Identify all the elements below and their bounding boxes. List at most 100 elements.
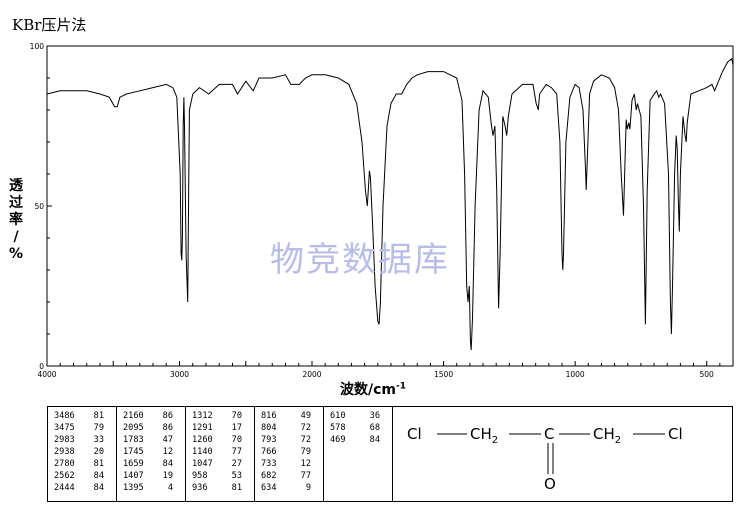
peak-wavenumber: 3486 [54, 411, 75, 421]
peak-wavenumber: 3475 [54, 423, 75, 433]
atom-ch2-right: CH2 [593, 425, 621, 446]
peak-row: 3475 79 [54, 422, 116, 434]
peak-transmittance: 53 [231, 471, 242, 481]
peak-transmittance: 84 [369, 435, 380, 445]
peak-row: 816 49 [261, 410, 323, 422]
peak-column: 610 36 578 68 469 84 [324, 407, 392, 501]
peak-row: 2562 84 [54, 470, 116, 482]
y-tick-label: 100 [30, 42, 45, 51]
peak-transmittance: 81 [93, 411, 104, 421]
peak-row: 1312 70 [192, 410, 254, 422]
peak-column: 3486 81 3475 79 2983 33 2938 20 2780 81 2562 8… [48, 407, 117, 501]
peak-wavenumber: 1395 [123, 483, 144, 493]
y-axis-label-char: % [8, 246, 24, 262]
peak-row: 610 36 [330, 410, 392, 422]
peak-column: 816 49 804 72 793 72 766 79 733 12 682 77 634 9 [255, 407, 324, 501]
x-axis-label-text: 波数/cm [340, 382, 396, 398]
x-tick-label: 3000 [170, 370, 189, 379]
peak-wavenumber: 1291 [192, 423, 213, 433]
peak-row: 469 84 [330, 434, 392, 446]
y-tick-label: 50 [34, 202, 44, 211]
peak-row: 793 72 [261, 434, 323, 446]
peak-wavenumber: 1407 [123, 471, 144, 481]
peak-wavenumber: 2780 [54, 459, 75, 469]
peak-wavenumber: 793 [261, 435, 277, 445]
peak-transmittance: 72 [300, 435, 311, 445]
peak-wavenumber: 2160 [123, 411, 144, 421]
peak-row: 1659 84 [123, 458, 185, 470]
structure-formula: Cl CH2 C CH2 Cl O [407, 425, 683, 493]
peak-transmittance: 12 [162, 447, 173, 457]
peak-row: 578 68 [330, 422, 392, 434]
plot-frame [46, 45, 734, 367]
peak-transmittance: 81 [93, 459, 104, 469]
peak-transmittance: 84 [162, 459, 173, 469]
peak-row: 958 53 [192, 470, 254, 482]
y-axis-label-char: / [13, 229, 19, 245]
peak-transmittance: 86 [162, 411, 173, 421]
atom-ch2-right-ch: CH [593, 425, 615, 443]
peak-transmittance: 17 [231, 423, 242, 433]
peak-wavenumber: 2444 [54, 483, 75, 493]
peak-wavenumber: 1140 [192, 447, 213, 457]
peak-row: 2444 84 [54, 482, 116, 494]
x-tick-label: 1500 [434, 370, 453, 379]
peak-wavenumber: 2562 [54, 471, 75, 481]
peak-row: 634 9 [261, 482, 323, 494]
peak-wavenumber: 578 [330, 423, 346, 433]
peak-transmittance: 79 [300, 447, 311, 457]
x-axis-label-exponent: -1 [396, 381, 406, 392]
peak-table: 3486 81 3475 79 2983 33 2938 20 2780 81 2562 8… [47, 406, 393, 502]
peak-wavenumber: 469 [330, 435, 346, 445]
peak-transmittance: 77 [300, 471, 311, 481]
peak-transmittance: 70 [231, 435, 242, 445]
y-axis-ticks: 0 50 100 [30, 42, 52, 371]
peak-wavenumber: 1745 [123, 447, 144, 457]
peak-row: 733 12 [261, 458, 323, 470]
peak-wavenumber: 1260 [192, 435, 213, 445]
peak-row: 1260 70 [192, 434, 254, 446]
peak-row: 1047 27 [192, 458, 254, 470]
peak-transmittance: 19 [162, 471, 173, 481]
peak-wavenumber: 1047 [192, 459, 213, 469]
peak-wavenumber: 634 [261, 483, 277, 493]
peak-row: 1395 4 [123, 482, 185, 494]
peak-wavenumber: 2938 [54, 447, 75, 457]
chart-title: KBr压片法 [12, 16, 87, 34]
peak-row: 2160 86 [123, 410, 185, 422]
peak-transmittance: 84 [93, 483, 104, 493]
peak-wavenumber: 816 [261, 411, 277, 421]
y-axis-label-char: 过 [9, 195, 23, 211]
peak-row: 1783 47 [123, 434, 185, 446]
peak-transmittance: 20 [93, 447, 104, 457]
y-axis-label-char: 率 [9, 212, 23, 228]
peak-transmittance: 36 [369, 411, 380, 421]
peak-transmittance: 79 [93, 423, 104, 433]
peak-transmittance: 49 [300, 411, 311, 421]
y-tick-label: 0 [39, 362, 44, 371]
peak-wavenumber: 1659 [123, 459, 144, 469]
peak-row: 936 81 [192, 482, 254, 494]
peak-row: 804 72 [261, 422, 323, 434]
peak-wavenumber: 2983 [54, 435, 75, 445]
peak-transmittance: 47 [162, 435, 173, 445]
peak-wavenumber: 682 [261, 471, 277, 481]
atom-cl-right: Cl [668, 425, 683, 443]
structure-formula-panel: Cl CH2 C CH2 Cl O [392, 406, 733, 502]
peak-transmittance: 81 [231, 483, 242, 493]
peak-row: 1140 77 [192, 446, 254, 458]
peak-row: 1407 19 [123, 470, 185, 482]
peak-row: 2780 81 [54, 458, 116, 470]
atom-ch2-left-sub: 2 [492, 435, 498, 446]
peak-column: 1312 70 1291 17 1260 70 1140 77 1047 27 958 53… [186, 407, 255, 501]
atom-ch2-left-ch: CH [470, 425, 492, 443]
peak-wavenumber: 1312 [192, 411, 213, 421]
peak-wavenumber: 2095 [123, 423, 144, 433]
peak-row: 1291 17 [192, 422, 254, 434]
peak-row: 3486 81 [54, 410, 116, 422]
peak-wavenumber: 733 [261, 459, 277, 469]
peak-transmittance: 70 [231, 411, 242, 421]
peak-wavenumber: 766 [261, 447, 277, 457]
y-axis-label-char: 透 [9, 178, 23, 194]
peak-transmittance: 86 [162, 423, 173, 433]
